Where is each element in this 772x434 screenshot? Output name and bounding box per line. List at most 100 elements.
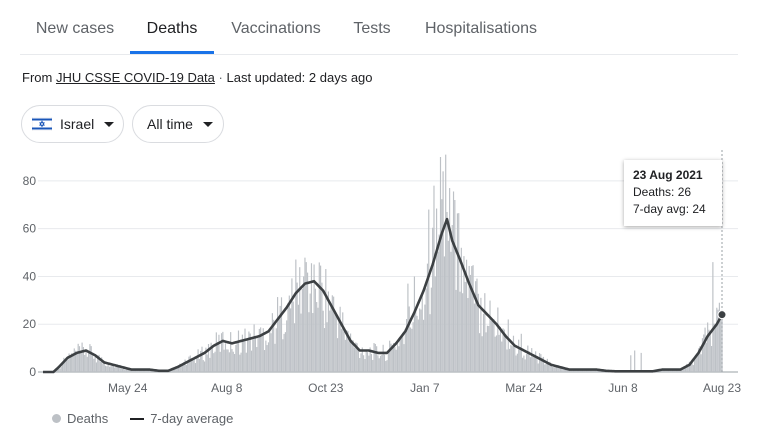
bar-deaths [557, 364, 559, 372]
bar-deaths [524, 359, 526, 372]
bar-deaths [684, 366, 687, 372]
bar-deaths [274, 343, 276, 372]
bar-deaths [420, 309, 422, 372]
bar-deaths [471, 266, 473, 372]
bar-deaths [692, 365, 694, 372]
bar-deaths [416, 315, 418, 372]
bar-deaths [579, 370, 581, 372]
x-tick-label: Aug 8 [211, 381, 243, 395]
bar-deaths [545, 363, 547, 372]
source-separator: · [218, 70, 223, 85]
bar-deaths [235, 345, 237, 372]
bar-deaths [317, 307, 319, 372]
tab-vaccinations[interactable]: Vaccinations [231, 20, 321, 37]
source-line: From JHU CSSE COVID-19 Data · Last updat… [22, 70, 373, 85]
bar-deaths [527, 345, 529, 372]
bar-deaths [555, 364, 558, 372]
bar-deaths [452, 191, 455, 372]
bar-deaths [283, 333, 285, 372]
tab-deaths[interactable]: Deaths [146, 20, 198, 37]
bar-deaths [192, 358, 194, 372]
bar-deaths [435, 208, 438, 372]
bar-deaths [546, 358, 548, 372]
bar-deaths [261, 334, 263, 372]
bar-deaths [110, 366, 112, 372]
bar-deaths [454, 200, 456, 372]
bar-deaths [550, 364, 552, 372]
bar-deaths [112, 364, 114, 372]
bar-deaths [179, 363, 181, 372]
bar-deaths [439, 157, 442, 372]
time-range-dropdown[interactable]: All time [132, 105, 224, 143]
bar-deaths [275, 328, 277, 372]
bar-deaths [598, 370, 601, 372]
bar-deaths [379, 355, 382, 372]
bar-deaths [442, 171, 444, 372]
legend-deaths-swatch [52, 414, 61, 423]
bar-deaths [372, 359, 374, 372]
x-tick-label: Jun 8 [608, 381, 638, 395]
bar-deaths [498, 334, 500, 372]
bar-deaths [374, 343, 376, 372]
bar-deaths [529, 357, 532, 372]
bar-deaths [125, 369, 127, 372]
bar-deaths [580, 370, 582, 372]
bar-deaths [460, 247, 462, 372]
bar-deaths [69, 355, 71, 372]
bar-deaths [536, 356, 538, 372]
bar-deaths [104, 365, 107, 372]
bar-deaths [670, 370, 672, 372]
bar-deaths [204, 361, 206, 372]
bar-deaths [482, 313, 485, 372]
bar-deaths [561, 368, 563, 372]
bar-deaths [81, 342, 83, 372]
bar-deaths [559, 367, 561, 372]
bar-deaths [230, 332, 232, 372]
bar-deaths [93, 358, 95, 372]
bar-deaths [278, 319, 280, 372]
x-tick-label: Oct 23 [308, 381, 344, 395]
tab-hospitalisations[interactable]: Hospitalisations [424, 20, 538, 37]
bar-deaths [395, 349, 397, 372]
bar-deaths [218, 334, 220, 372]
bar-deaths [369, 347, 371, 372]
bar-deaths [94, 356, 96, 372]
bar-deaths [240, 352, 242, 372]
bar-deaths [494, 336, 496, 372]
bar-deaths [488, 325, 490, 372]
bar-deaths [185, 364, 187, 372]
bar-deaths [571, 370, 573, 372]
bar-deaths [703, 334, 705, 372]
bar-deaths [489, 300, 491, 372]
bar-deaths [103, 362, 105, 372]
metric-tabs: New cases Deaths Vaccinations Tests Hosp… [20, 0, 738, 55]
bar-deaths [287, 302, 289, 372]
bar-deaths [422, 319, 425, 372]
bar-deaths [390, 343, 392, 372]
bar-deaths [417, 319, 419, 372]
bar-deaths [198, 359, 200, 372]
bar-deaths [415, 307, 417, 372]
source-link[interactable]: JHU CSSE COVID-19 Data [55, 70, 215, 85]
bar-deaths [214, 351, 216, 372]
bar-deaths [399, 337, 401, 372]
bar-deaths [215, 332, 217, 372]
country-dropdown[interactable]: Israel [21, 105, 124, 143]
bar-deaths [56, 369, 58, 372]
bar-deaths [59, 368, 61, 372]
bar-deaths [89, 344, 91, 372]
bar-deaths [525, 354, 528, 372]
bar-deaths [518, 339, 520, 372]
tab-new-cases[interactable]: New cases [35, 20, 115, 37]
bar-deaths [68, 353, 70, 372]
bar-deaths [78, 346, 81, 372]
bar-deaths [200, 350, 202, 372]
bar-deaths [71, 353, 73, 372]
deaths-chart[interactable]: 0 20 40 60 80 May 24 Aug 8 Oct 23 Jan 7 Mar 24 Ju… [0, 150, 772, 400]
bar-deaths [544, 364, 546, 372]
bar-deaths [394, 347, 396, 372]
bar-deaths [532, 356, 534, 372]
bar-deaths [528, 351, 530, 372]
bar-deaths [412, 322, 414, 372]
tab-tests[interactable]: Tests [353, 20, 391, 37]
